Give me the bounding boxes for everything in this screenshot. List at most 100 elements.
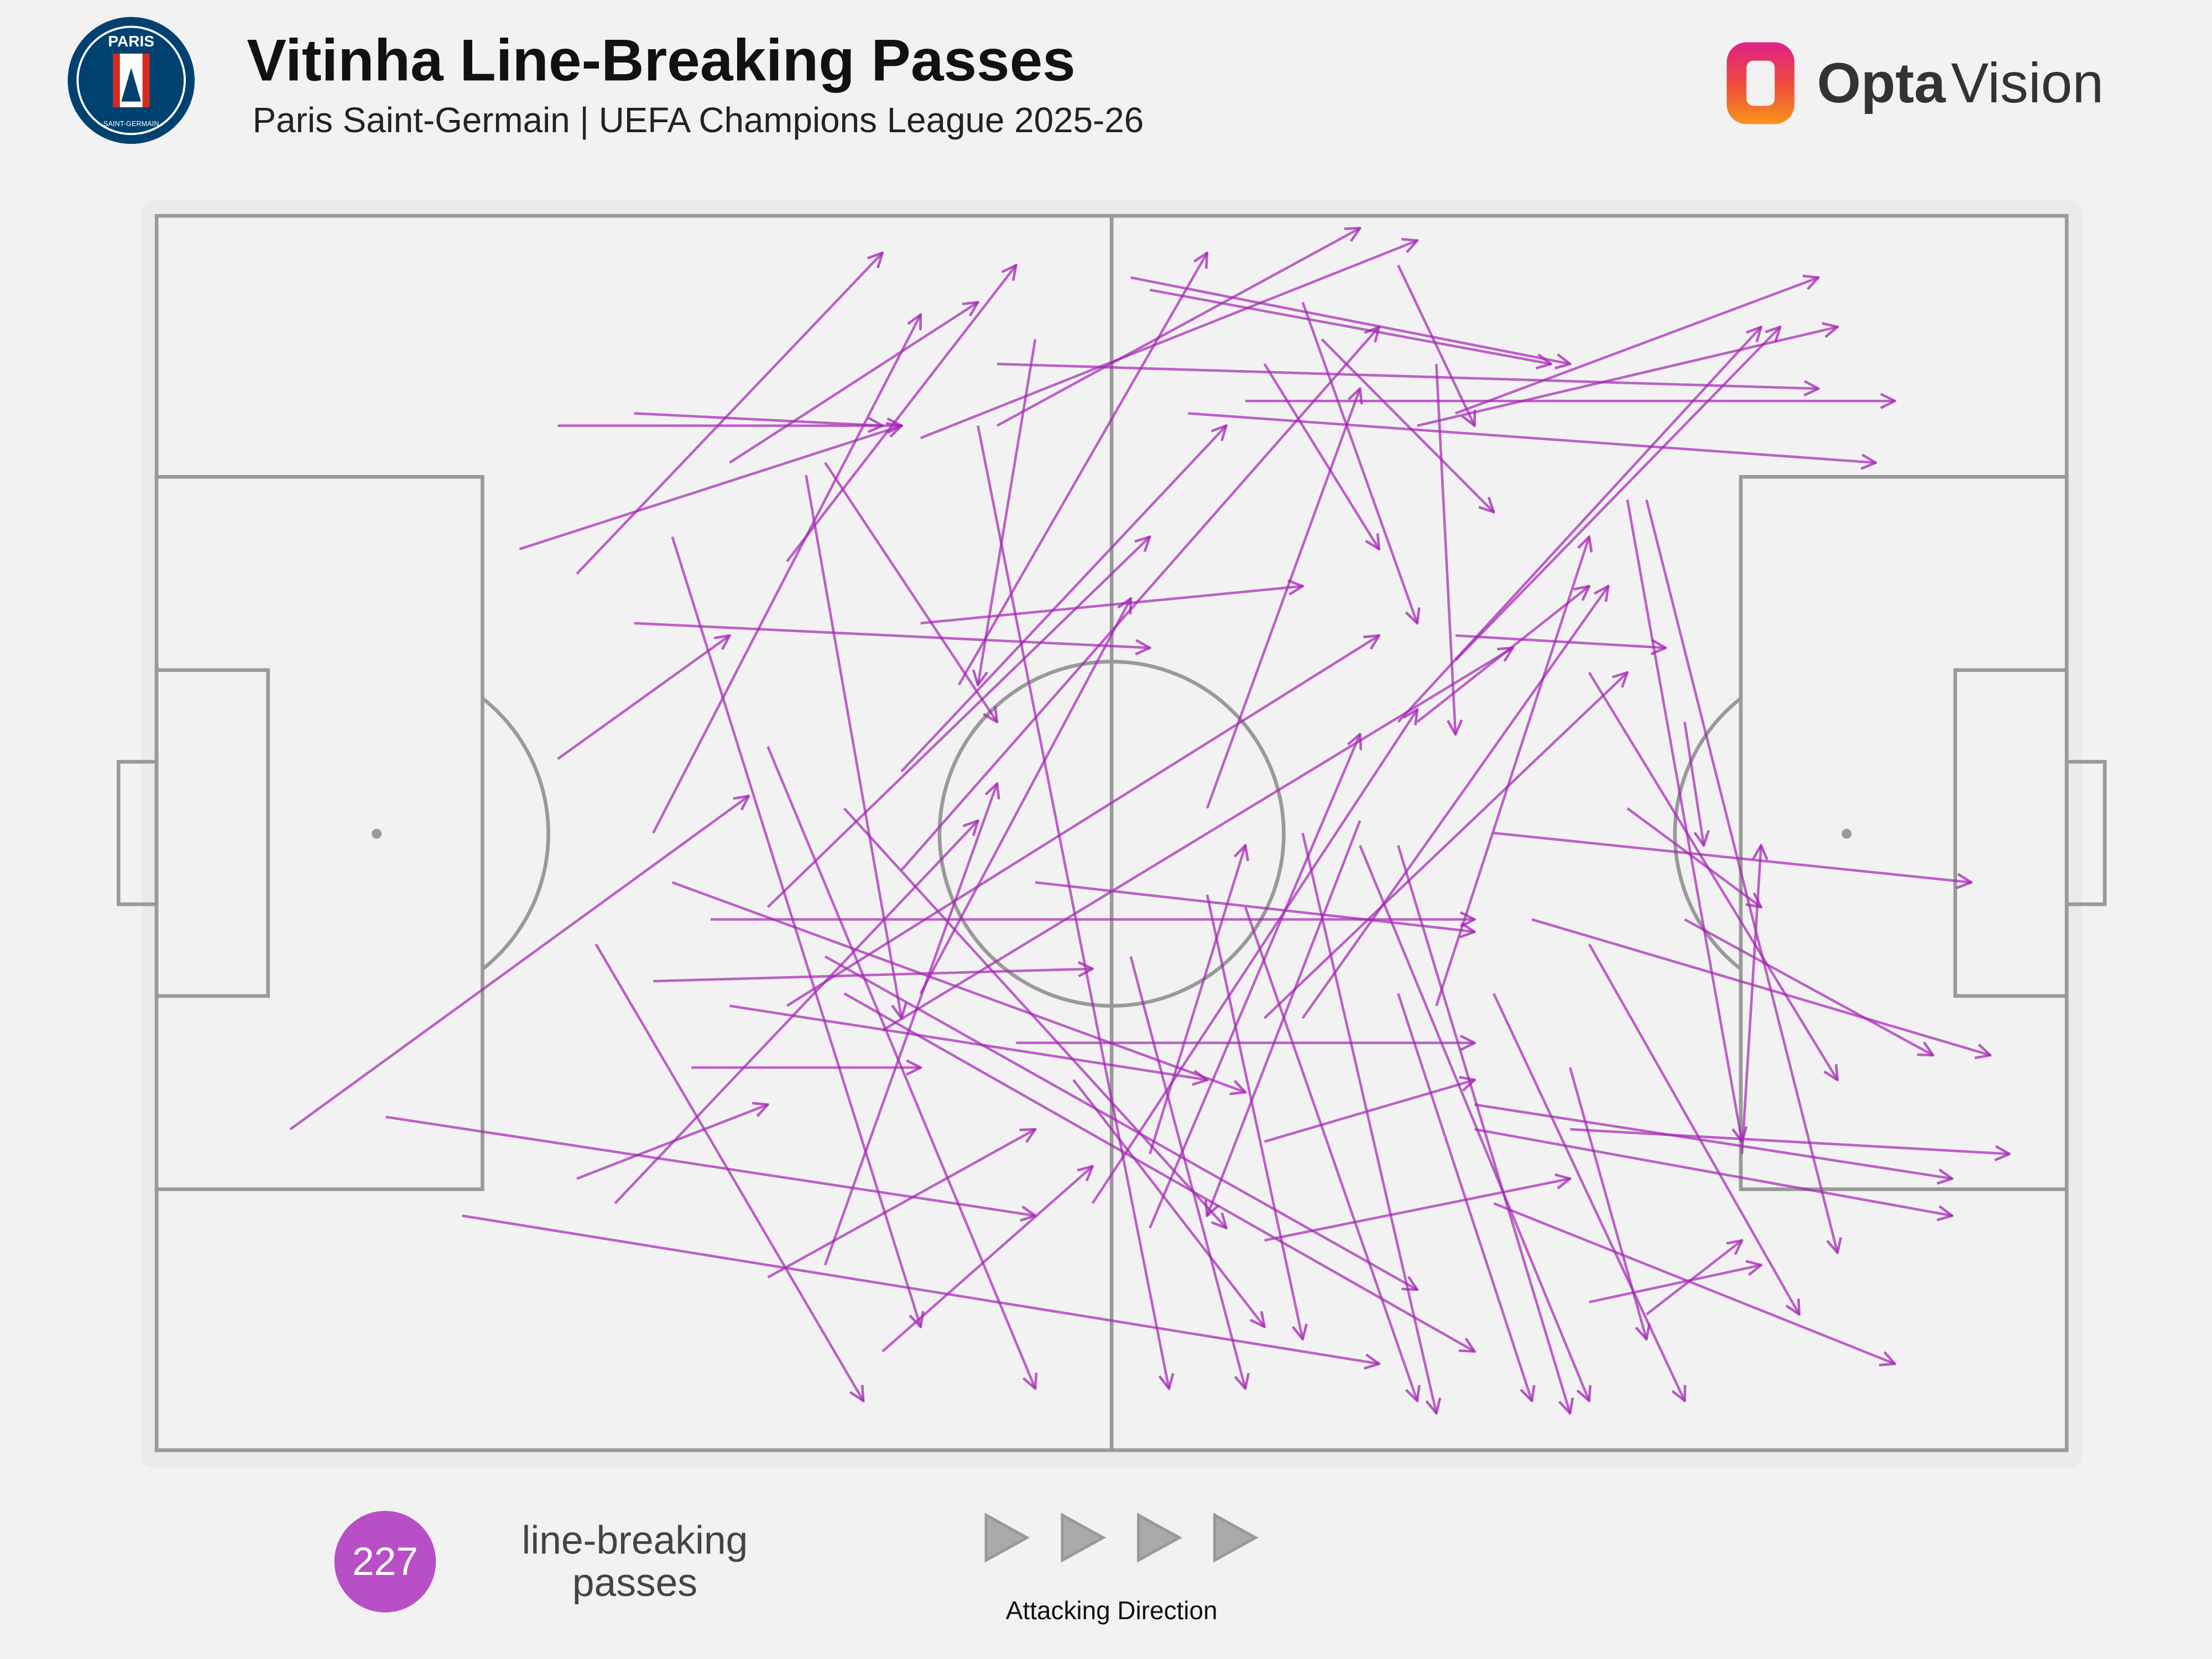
pass-arrow	[996, 228, 1360, 427]
pass-arrow	[900, 426, 1226, 773]
pass-arrow	[1263, 363, 1379, 549]
pass-arrow	[576, 253, 883, 575]
count-label: passes	[572, 1561, 697, 1605]
pass-arrow	[766, 537, 1150, 908]
pass-arrow	[1397, 993, 1532, 1401]
pass-arrow	[997, 362, 1818, 389]
pass-arrow	[519, 426, 901, 551]
pass-arrow	[1417, 327, 1838, 427]
pass-arrow	[1568, 1067, 1646, 1339]
pass-arrow	[977, 425, 1168, 1389]
pass-arrow	[462, 1214, 1379, 1364]
pass-arrow	[900, 327, 1379, 871]
pass-arrow	[1474, 1103, 1952, 1178]
pass-arrow	[1645, 499, 1837, 1253]
pass-arrow	[1626, 499, 1742, 1142]
pass-arrow	[1264, 1178, 1571, 1242]
pass-arrow	[1207, 820, 1361, 1215]
pass-arrow	[823, 784, 997, 1266]
pass-arrow	[1455, 278, 1818, 415]
brand-logo: Opta Vision	[1726, 42, 2104, 124]
pass-arrow	[843, 992, 1475, 1352]
pass-arrow	[920, 586, 1303, 625]
pass-arrow	[920, 241, 1417, 440]
pass-arrow	[1588, 943, 1799, 1314]
pass-arrow	[1301, 301, 1417, 623]
pass-arrow	[786, 635, 1379, 1007]
pass-arrow	[1435, 364, 1455, 734]
pass-arrow	[824, 955, 1417, 1290]
pass-arrow	[1570, 1128, 2009, 1154]
pass-arrow	[1588, 672, 1838, 1080]
pass-arrow	[1454, 327, 1780, 661]
pass-arrow	[1493, 1202, 1895, 1364]
pass-arrow	[1492, 993, 1684, 1401]
pass-arrow	[1531, 918, 1990, 1056]
pass-arrow	[1684, 918, 1933, 1056]
pass-arrow	[1130, 276, 1570, 364]
pass-arrow	[1321, 338, 1494, 513]
pass-arrow	[919, 598, 1131, 994]
pass-arrow	[1149, 734, 1360, 1229]
pass-arrow	[1206, 389, 1360, 809]
pass-arrow	[843, 807, 1227, 1228]
pass-arrow	[1455, 634, 1666, 648]
brand-second: Vision	[1951, 51, 2104, 114]
pass-arrow	[1740, 846, 1761, 1154]
pass-arrow	[1474, 1128, 1952, 1215]
pass-arrow	[805, 474, 902, 1018]
chart-title: Vitinha Line-Breaking Passes	[247, 27, 1075, 93]
pass-arrow	[1264, 1080, 1475, 1143]
pass-arrow	[1072, 1079, 1264, 1327]
pass-arrow	[786, 265, 1016, 562]
pass-arrow	[557, 635, 730, 760]
pass-arrow	[1206, 894, 1303, 1339]
pass-arrow	[957, 253, 1207, 686]
pass-arrow	[1129, 956, 1245, 1389]
pass-arrow	[1149, 288, 1551, 364]
pass-arrow	[1188, 412, 1875, 462]
direction-label: Attacking Direction	[1006, 1596, 1218, 1625]
pass-arrow	[1397, 845, 1570, 1413]
passes	[289, 228, 2010, 1413]
pass-arrow	[385, 1115, 1035, 1216]
pass-arrow	[1035, 881, 1474, 932]
pass-arrow	[1435, 537, 1589, 1006]
logo-top-text: PARIS	[108, 33, 154, 50]
pass-arrow	[729, 1004, 1207, 1080]
direction-arrows	[984, 1512, 1259, 1563]
logo-bottom-text: SAINT-GERMAIN	[103, 119, 159, 128]
pass-arrow	[881, 648, 1513, 1032]
pass-arrow	[729, 302, 978, 464]
pass-arrow	[1301, 586, 1609, 1019]
pass-arrow	[1263, 672, 1627, 1019]
pass-arrow	[978, 339, 1037, 685]
pass-arrow	[1645, 1240, 1742, 1316]
pass-arrow	[594, 943, 864, 1401]
pass-arrow	[1091, 709, 1417, 1204]
pass-arrow	[653, 969, 1092, 983]
pass-arrow	[671, 881, 1245, 1092]
pass-arrow	[824, 462, 997, 722]
pass-arrow	[1244, 906, 1417, 1401]
pass-arrow	[671, 536, 921, 1327]
pass-arrow	[1359, 844, 1589, 1401]
count-label: line-breaking	[522, 1519, 748, 1563]
pass-arrow	[1683, 722, 1704, 845]
pass-arrow	[1397, 264, 1474, 426]
pass-arrow	[652, 315, 921, 834]
count-badge	[334, 1511, 436, 1613]
brand-first: Opta	[1817, 51, 1947, 114]
pass-arrow	[1149, 846, 1245, 1155]
pass-arrow	[1493, 832, 1971, 882]
chart-subtitle: Paris Saint-Germain | UEFA Champions Lea…	[253, 100, 1144, 140]
club-logo: PARIS SAINT-GERMAIN	[67, 17, 195, 144]
pass-arrow	[767, 1129, 1035, 1279]
pass-arrow	[289, 796, 749, 1130]
pass-arrow	[634, 622, 1150, 648]
pass-arrow	[1589, 1265, 1761, 1303]
pass-arrow	[1626, 807, 1761, 907]
pass-arrow	[634, 412, 883, 425]
